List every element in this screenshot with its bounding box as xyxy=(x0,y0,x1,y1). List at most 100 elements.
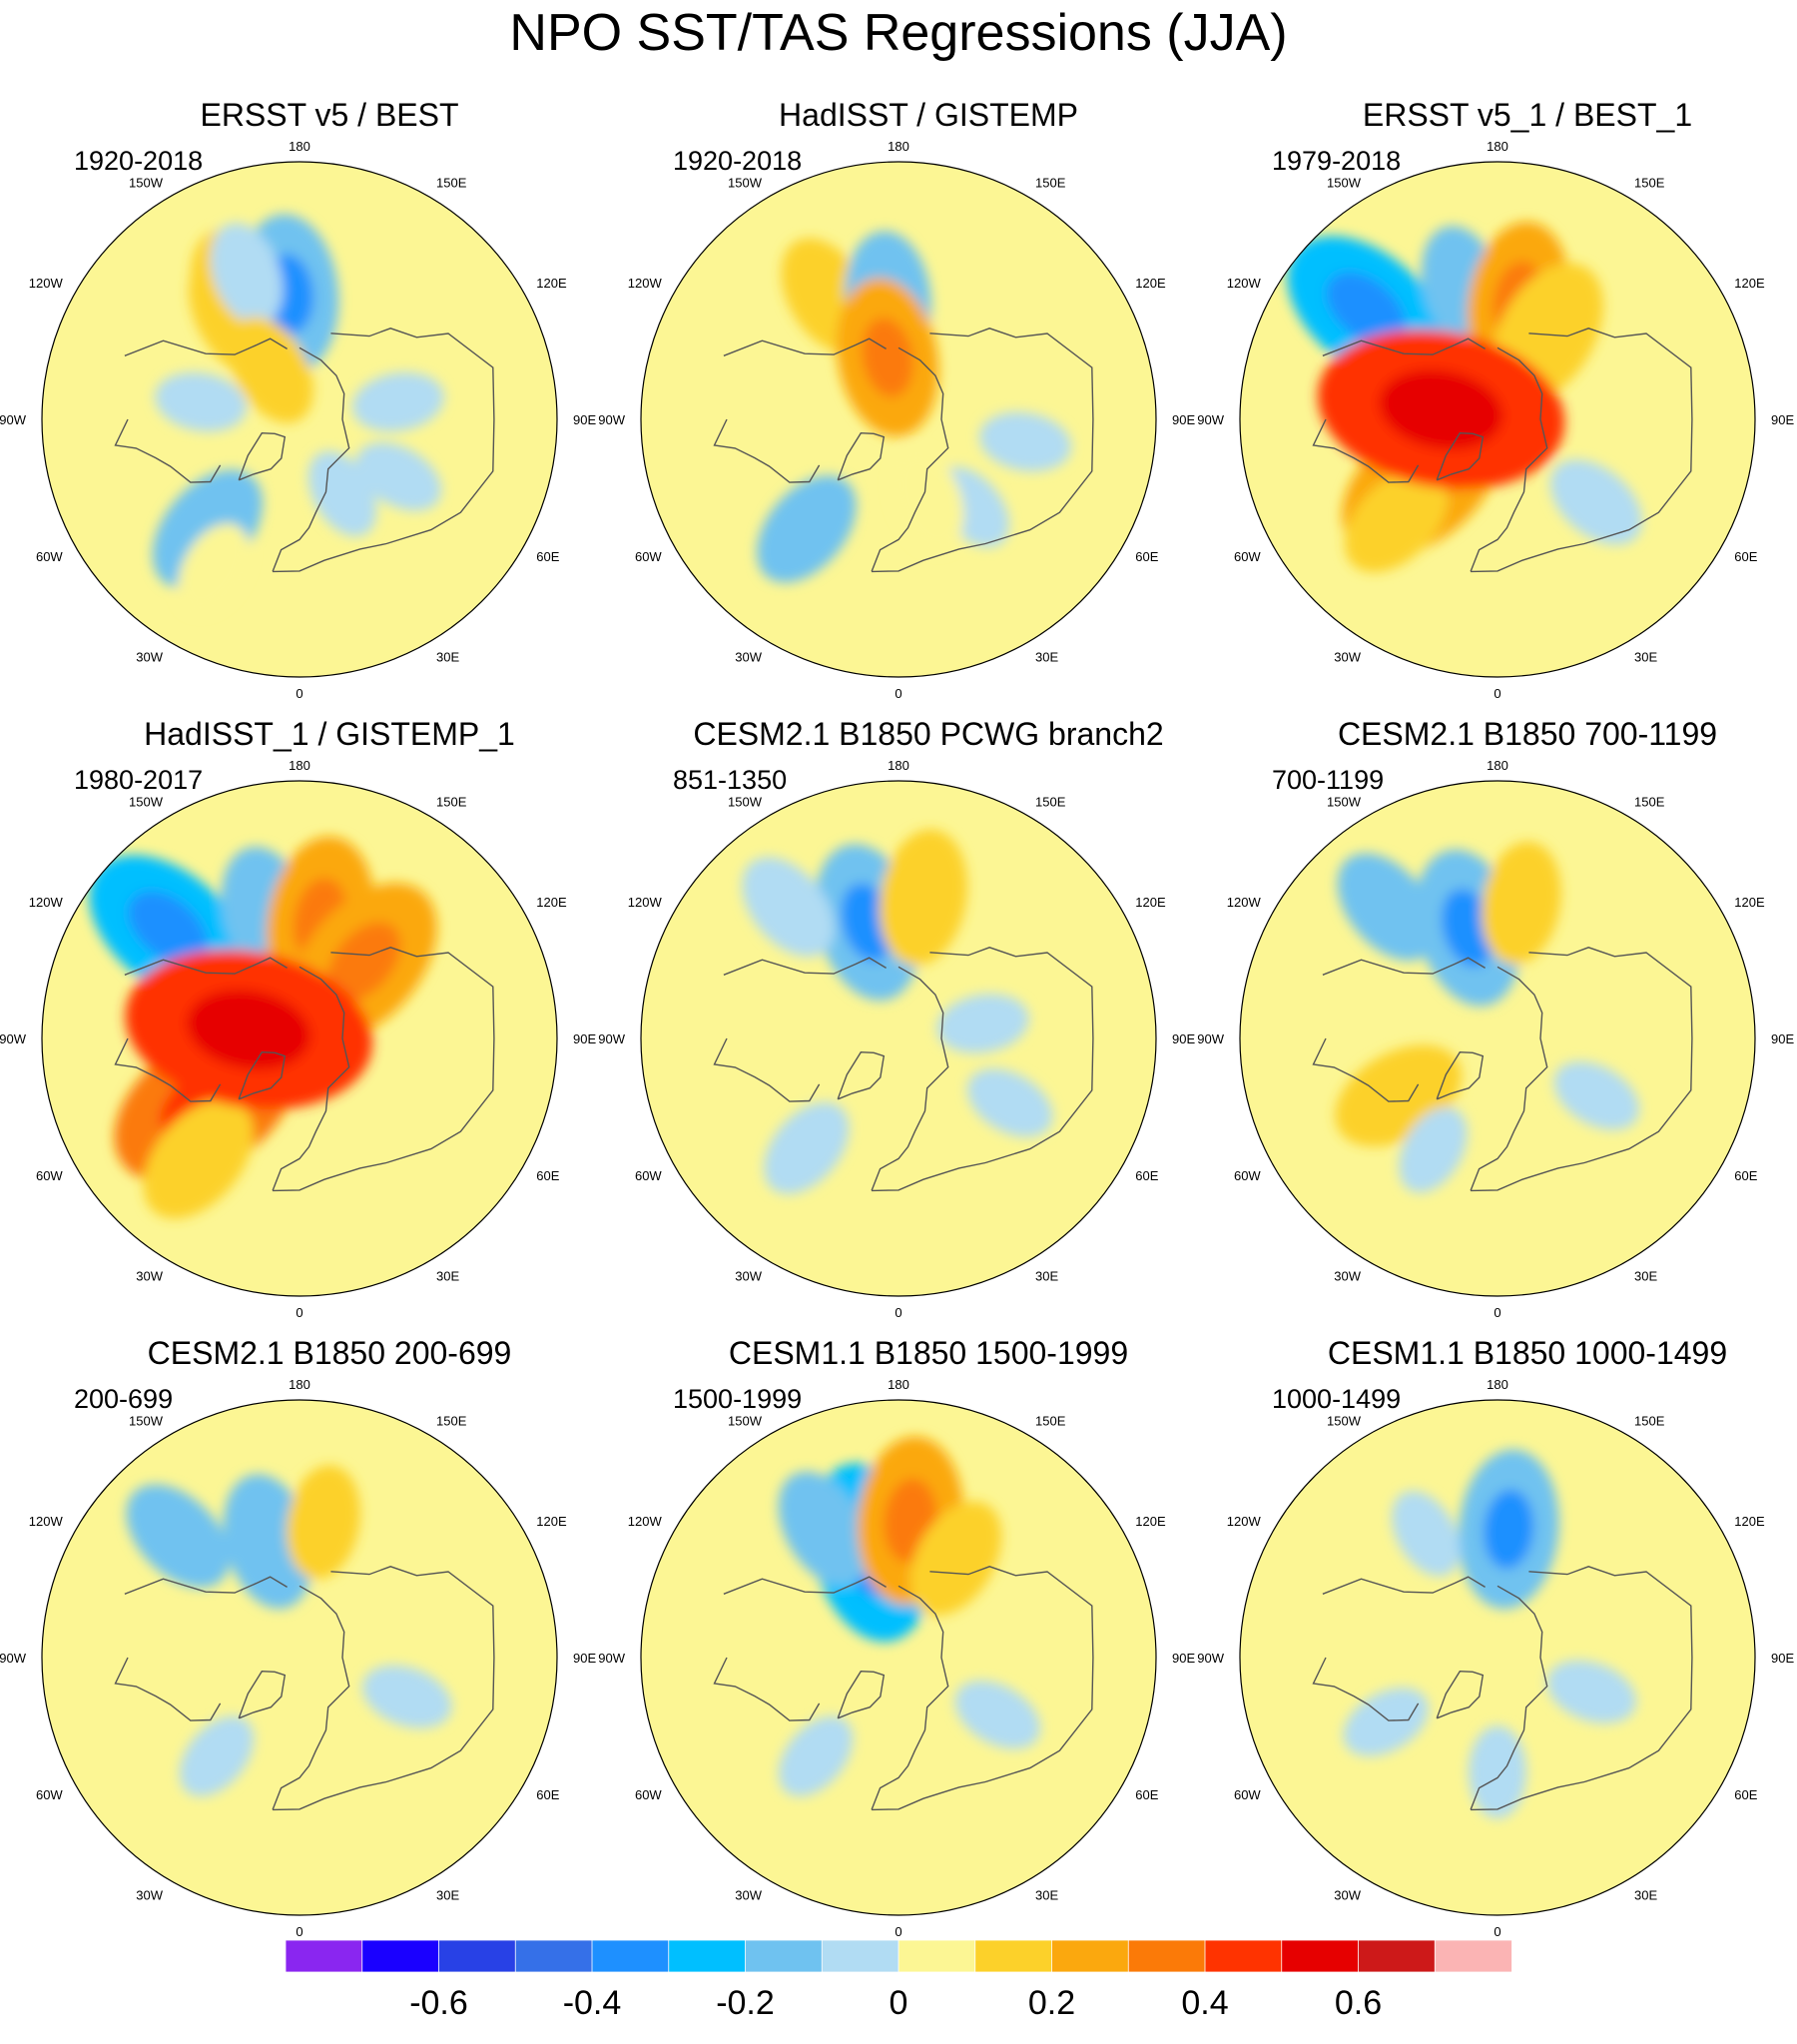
panel-title: HadISST / GISTEMP xyxy=(779,97,1078,133)
longitude-label: 30W xyxy=(1334,649,1361,664)
longitude-label: 30E xyxy=(1035,1887,1058,1902)
panel-title: ERSST v5 / BEST xyxy=(200,97,459,133)
longitude-label: 120E xyxy=(536,276,567,291)
anomaly-core xyxy=(1442,889,1495,968)
longitude-label: 120W xyxy=(29,895,64,910)
panel-period: 851-1350 xyxy=(673,765,788,795)
coastlines xyxy=(114,328,495,573)
coastline xyxy=(723,338,887,356)
anomaly-region xyxy=(879,829,967,967)
coastline xyxy=(872,1566,1094,1811)
longitude-label: 90W xyxy=(0,412,27,427)
panel-title: ERSST v5_1 / BEST_1 xyxy=(1362,97,1693,133)
longitude-label: 60W xyxy=(36,1787,63,1802)
coastlines xyxy=(114,947,495,1192)
panel-period: 1500-1999 xyxy=(673,1384,803,1414)
longitude-label: 90W xyxy=(1197,1651,1224,1666)
longitude-label: 30E xyxy=(1035,1268,1058,1283)
longitude-label: 0 xyxy=(296,1924,302,1939)
coastline xyxy=(124,957,288,976)
longitude-label: 60W xyxy=(36,549,63,564)
coastlines xyxy=(1312,1566,1693,1811)
longitude-label: 120W xyxy=(1227,1514,1262,1529)
coastline xyxy=(124,1576,288,1595)
anomaly-region xyxy=(979,411,1072,472)
anomaly-core xyxy=(1326,272,1406,345)
longitude-label: 90E xyxy=(1172,412,1195,427)
coastline xyxy=(713,1657,821,1721)
map-boundary xyxy=(1239,780,1756,1297)
map-boundary xyxy=(640,161,1157,678)
longitude-label: 90E xyxy=(573,1031,596,1046)
longitude-label: 150W xyxy=(1327,176,1362,191)
anomaly-region xyxy=(179,1715,255,1796)
longitude-label: 180 xyxy=(888,758,909,773)
longitude-label: 150E xyxy=(1035,1414,1066,1429)
longitude-label: 90E xyxy=(1771,1651,1794,1666)
coastline xyxy=(871,1585,949,1810)
anomaly-region xyxy=(742,857,835,958)
anomaly-region xyxy=(1482,841,1561,965)
coastline xyxy=(273,947,495,1192)
longitude-label: 60W xyxy=(635,1168,662,1183)
anomaly-region xyxy=(778,1471,871,1587)
longitude-label: 150E xyxy=(1035,795,1066,810)
anomaly-region xyxy=(228,317,313,423)
longitude-label: 30E xyxy=(1035,649,1058,664)
coastlines xyxy=(713,1566,1094,1811)
colorbar-tick-label: 0.4 xyxy=(1181,1984,1228,2022)
longitude-label: 30W xyxy=(136,1268,163,1283)
longitude-label: 30E xyxy=(1634,649,1657,664)
map-panel: CESM2.1 B1850 200-699 200-699 180 150E 120E 9… xyxy=(0,1333,629,1952)
colorbar-tick-label: -0.4 xyxy=(563,1984,622,2022)
longitude-label: 60E xyxy=(536,549,559,564)
longitude-label: 0 xyxy=(1494,1305,1500,1320)
coastlines xyxy=(1312,947,1693,1192)
longitude-label: 120E xyxy=(1135,276,1166,291)
map-panel: CESM2.1 B1850 700-1199 700-1199 180 150E 120… xyxy=(1197,714,1797,1333)
anomaly-region xyxy=(778,1715,854,1796)
longitude-label: 30W xyxy=(136,649,163,664)
anomaly-region xyxy=(1337,853,1438,961)
longitude-label: 60E xyxy=(1135,1168,1158,1183)
panel-title: CESM1.1 B1850 1500-1999 xyxy=(728,1335,1129,1371)
map-background xyxy=(1240,781,1755,1296)
panel-period: 700-1199 xyxy=(1272,765,1385,795)
map-boundary xyxy=(41,161,558,678)
polar-map: 180 150E 120E 90E 60E 30E 0 30W 60W 90W 120W 150W xyxy=(598,139,1195,701)
longitude-label: 60E xyxy=(1734,1168,1757,1183)
longitude-label: 90W xyxy=(598,1651,625,1666)
anomaly-region xyxy=(351,371,444,432)
anomaly-region xyxy=(210,223,284,326)
longitude-label: 90E xyxy=(1172,1651,1195,1666)
longitude-label: 120E xyxy=(536,895,567,910)
coastline xyxy=(872,947,1094,1192)
longitude-label: 150W xyxy=(1327,1414,1362,1429)
colorbar-tick-label: 0 xyxy=(890,1984,908,2022)
anomaly-region xyxy=(126,1484,231,1589)
longitude-label: 120E xyxy=(536,1514,567,1529)
map-boundary xyxy=(41,780,558,1297)
longitude-label: 60E xyxy=(1734,1787,1757,1802)
longitude-label: 60E xyxy=(1135,549,1158,564)
panel-title: HadISST_1 / GISTEMP_1 xyxy=(144,716,515,752)
longitude-label: 180 xyxy=(289,758,310,773)
longitude-label: 180 xyxy=(1487,1377,1508,1392)
anomaly-region xyxy=(362,1665,452,1728)
anomaly-region xyxy=(287,1465,360,1580)
anomaly-region xyxy=(764,1101,850,1194)
longitude-label: 90W xyxy=(0,1651,27,1666)
figure-title: NPO SST/TAS Regressions (JJA) xyxy=(509,4,1288,62)
colorbar-tick-label: -0.6 xyxy=(409,1984,468,2022)
anomaly-region xyxy=(1343,1688,1430,1756)
anomaly-region xyxy=(355,442,442,511)
anomaly-core xyxy=(1379,369,1503,449)
anomaly-region xyxy=(1399,1106,1468,1193)
anomaly-region xyxy=(1392,1491,1461,1577)
anomaly-region xyxy=(1344,468,1449,573)
coastline xyxy=(837,1050,886,1100)
longitude-label: 30E xyxy=(1634,1887,1657,1902)
longitude-label: 180 xyxy=(888,1377,909,1392)
map-panel: CESM1.1 B1850 1500-1999 1500-1999 180 150E 1… xyxy=(598,1333,1228,1952)
polar-map: 180 150E 120E 90E 60E 30E 0 30W 60W 90W 120W 150W xyxy=(0,139,596,701)
